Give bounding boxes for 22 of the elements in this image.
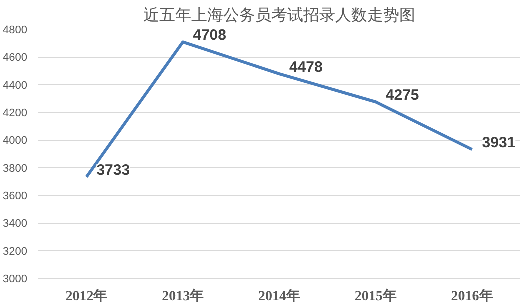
x-tick-label: 2013年 [162,288,204,304]
x-tick-label: 2015年 [354,288,397,304]
y-tick-label: 4800 [3,24,28,36]
x-tick-label: 2012年 [66,288,108,304]
y-tick-label: 3000 [3,274,28,286]
y-tick-label: 3200 [3,246,28,258]
y-tick-label: 4600 [3,52,28,64]
data-label: 3733 [96,162,130,180]
y-tick-label: 4000 [3,135,28,148]
x-tick-label: 2014年 [258,288,300,304]
y-tick-label: 3800 [3,162,28,175]
y-tick-label: 4200 [3,108,28,120]
y-tick-label: 3600 [3,190,28,202]
data-label: 3931 [482,134,516,152]
y-tick-label: 3400 [3,218,28,230]
y-tick-label: 4400 [3,80,28,92]
line-series [85,40,474,179]
chart-title: 近五年上海公务员考试招录人数走势图 [144,6,416,24]
data-label: 4275 [386,87,420,104]
data-label: 4708 [193,27,226,44]
data-label: 4478 [290,59,323,76]
x-tick-label: 2016年 [451,288,494,304]
